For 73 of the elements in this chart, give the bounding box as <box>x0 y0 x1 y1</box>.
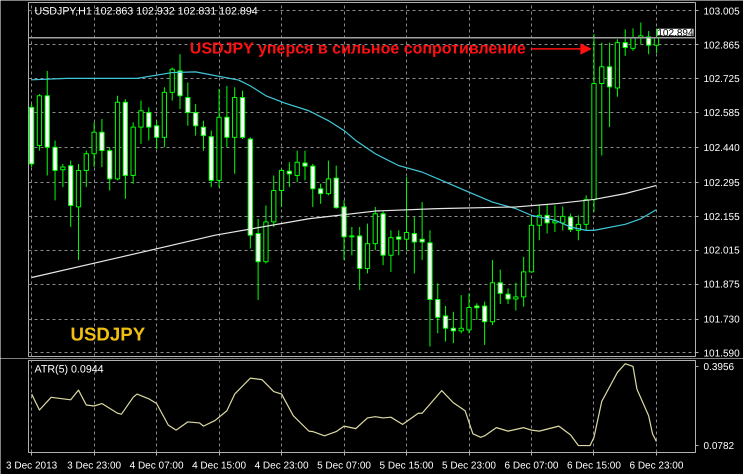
y-tick-label: 101.730 <box>704 314 740 326</box>
y-tick-label: 101.875 <box>704 280 740 291</box>
x-tick-label: 4 Dec 07:00 <box>130 460 184 472</box>
line-series <box>31 363 658 446</box>
y-tick-label: 0.0782 <box>704 440 735 452</box>
candlestick <box>302 150 308 181</box>
x-tick-label: 3 Dec 2013 <box>6 460 58 472</box>
candlestick <box>396 230 402 256</box>
x-tick-label: 3 Dec 23:00 <box>67 460 122 472</box>
y-tick-label: 102.865 <box>704 40 740 52</box>
candlestick <box>200 120 206 152</box>
x-tick-label: 5 Dec 15:00 <box>380 460 434 472</box>
x-tick-label: 6 Dec 23:00 <box>629 460 684 472</box>
candlestick <box>170 67 175 102</box>
y-tick-label: 102.015 <box>704 246 740 257</box>
candlestick <box>466 292 472 334</box>
annotation: USDJPY уперся в сильное сопротивление <box>190 40 526 58</box>
candlestick <box>482 301 488 346</box>
candlestick <box>349 226 354 256</box>
candlestick <box>84 150 89 188</box>
candlestick <box>310 163 316 208</box>
x-tick-label: 5 Dec 07:00 <box>317 460 372 472</box>
x-tick-label: 6 Dec 07:00 <box>504 460 559 472</box>
candlestick <box>138 100 144 144</box>
candlestick <box>442 306 448 342</box>
candlestick <box>154 120 160 150</box>
line-series <box>31 184 658 278</box>
candlestick <box>326 160 332 196</box>
y-tick-label: 102.440 <box>704 142 740 154</box>
candlestick <box>474 302 480 321</box>
y-tick-label: 101.590 <box>704 348 740 360</box>
candlestick <box>412 216 417 274</box>
y-tick-label: 103.005 <box>704 6 740 18</box>
candlestick <box>146 106 152 141</box>
candlestick <box>435 283 440 334</box>
candlestick <box>185 82 190 126</box>
candlestick <box>318 183 324 204</box>
candlestick <box>505 288 511 305</box>
candlestick <box>536 204 542 241</box>
annotation: USDJPY <box>70 324 146 344</box>
x-tick-label: 4 Dec 15:00 <box>192 460 246 472</box>
candlestick <box>513 282 519 312</box>
candlestick <box>404 176 410 251</box>
candlestick <box>294 150 300 183</box>
y-tick-label: 102.295 <box>704 178 740 190</box>
candlestick <box>419 202 425 261</box>
candlestick <box>286 162 292 188</box>
candlestick <box>450 311 456 344</box>
candlestick <box>278 168 284 208</box>
x-tick-label: 6 Dec 15:00 <box>567 460 622 472</box>
candlestick <box>91 122 97 168</box>
line-series <box>31 71 658 231</box>
candlestick <box>498 269 503 305</box>
x-tick-label: 5 Dec 23:00 <box>442 460 496 472</box>
candlestick <box>458 294 464 334</box>
candlestick <box>622 28 628 56</box>
candlestick <box>52 140 58 201</box>
candlestick <box>606 42 612 128</box>
candlestick <box>224 85 230 148</box>
y-tick-label: 102.155 <box>704 212 740 223</box>
candlestick <box>60 163 66 188</box>
candlestick <box>560 206 566 231</box>
y-tick-label: 102.585 <box>704 108 740 119</box>
candlestick <box>599 42 604 156</box>
candlestick <box>192 103 198 136</box>
chart-title: ATR(5) 0.0944 <box>34 364 104 376</box>
candlestick <box>388 230 394 272</box>
y-tick-label: 102.725 <box>704 74 740 86</box>
x-tick-label: 4 Dec 23:00 <box>254 460 309 472</box>
y-tick-label: 0.3956 <box>704 362 735 374</box>
chart-title: USDJPY,H1 102.863 102.932 102.831 102.894 <box>34 6 258 18</box>
ref-line-label: 102.894 <box>657 28 694 39</box>
candlestick <box>99 118 105 168</box>
